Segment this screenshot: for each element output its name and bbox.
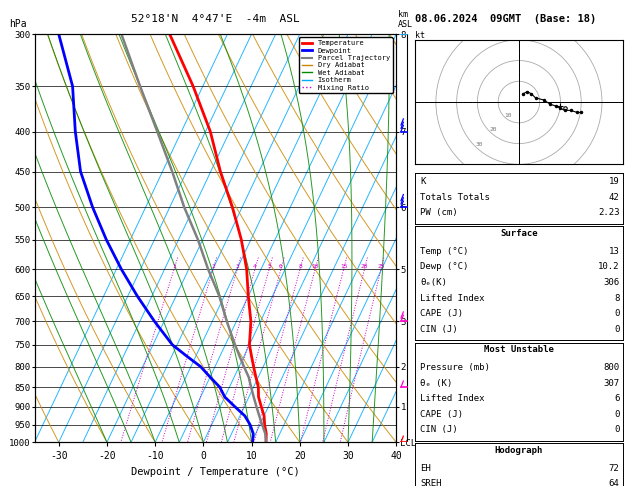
Text: Lifted Index: Lifted Index [420, 294, 485, 303]
Text: 08.06.2024  09GMT  (Base: 18): 08.06.2024 09GMT (Base: 18) [415, 14, 596, 24]
Text: 0: 0 [614, 325, 620, 334]
Text: K: K [420, 177, 426, 187]
X-axis label: Dewpoint / Temperature (°C): Dewpoint / Temperature (°C) [131, 467, 300, 477]
Text: CIN (J): CIN (J) [420, 425, 458, 434]
Text: 2: 2 [211, 264, 215, 269]
Text: CAPE (J): CAPE (J) [420, 309, 463, 318]
Text: 25: 25 [377, 264, 385, 269]
Text: 0: 0 [614, 410, 620, 419]
Text: Hodograph: Hodograph [495, 446, 543, 455]
Text: 72: 72 [609, 464, 620, 473]
Text: 0: 0 [614, 425, 620, 434]
Text: 13: 13 [609, 247, 620, 256]
Text: 10.2: 10.2 [598, 262, 620, 272]
Text: Temp (°C): Temp (°C) [420, 247, 469, 256]
Text: 19: 19 [609, 177, 620, 187]
Text: EH: EH [420, 464, 431, 473]
Text: 30: 30 [476, 141, 483, 147]
Text: 10: 10 [311, 264, 319, 269]
Text: Pressure (mb): Pressure (mb) [420, 363, 490, 372]
Text: Lifted Index: Lifted Index [420, 394, 485, 403]
Text: 5: 5 [267, 264, 271, 269]
Text: 800: 800 [603, 363, 620, 372]
Text: hPa: hPa [9, 19, 27, 29]
Text: 8: 8 [298, 264, 302, 269]
Text: Surface: Surface [500, 229, 538, 238]
Text: 20: 20 [490, 127, 498, 132]
Text: 52°18'N  4°47'E  -4m  ASL: 52°18'N 4°47'E -4m ASL [131, 14, 300, 24]
Text: Totals Totals: Totals Totals [420, 193, 490, 202]
Text: SREH: SREH [420, 479, 442, 486]
Y-axis label: Mixing Ratio (g/kg): Mixing Ratio (g/kg) [420, 187, 428, 289]
Text: 307: 307 [603, 379, 620, 388]
Text: kt: kt [415, 31, 425, 40]
Text: 8: 8 [614, 294, 620, 303]
Text: θₑ (K): θₑ (K) [420, 379, 452, 388]
Text: 64: 64 [609, 479, 620, 486]
Text: 20: 20 [361, 264, 368, 269]
Text: 3: 3 [235, 264, 239, 269]
Text: 10: 10 [504, 113, 512, 118]
Text: Most Unstable: Most Unstable [484, 345, 554, 354]
Text: 2.23: 2.23 [598, 208, 620, 218]
Legend: Temperature, Dewpoint, Parcel Trajectory, Dry Adiabat, Wet Adiabat, Isotherm, Mi: Temperature, Dewpoint, Parcel Trajectory… [299, 37, 392, 93]
Text: Dewp (°C): Dewp (°C) [420, 262, 469, 272]
Text: 15: 15 [340, 264, 347, 269]
Text: CAPE (J): CAPE (J) [420, 410, 463, 419]
Text: 306: 306 [603, 278, 620, 287]
Text: CIN (J): CIN (J) [420, 325, 458, 334]
Text: 0: 0 [614, 309, 620, 318]
Text: km
ASL: km ASL [398, 10, 413, 29]
Text: PW (cm): PW (cm) [420, 208, 458, 218]
Text: 1: 1 [172, 264, 176, 269]
Text: θₑ(K): θₑ(K) [420, 278, 447, 287]
Text: 42: 42 [609, 193, 620, 202]
Text: 6: 6 [279, 264, 283, 269]
Text: 4: 4 [253, 264, 257, 269]
Text: 6: 6 [614, 394, 620, 403]
